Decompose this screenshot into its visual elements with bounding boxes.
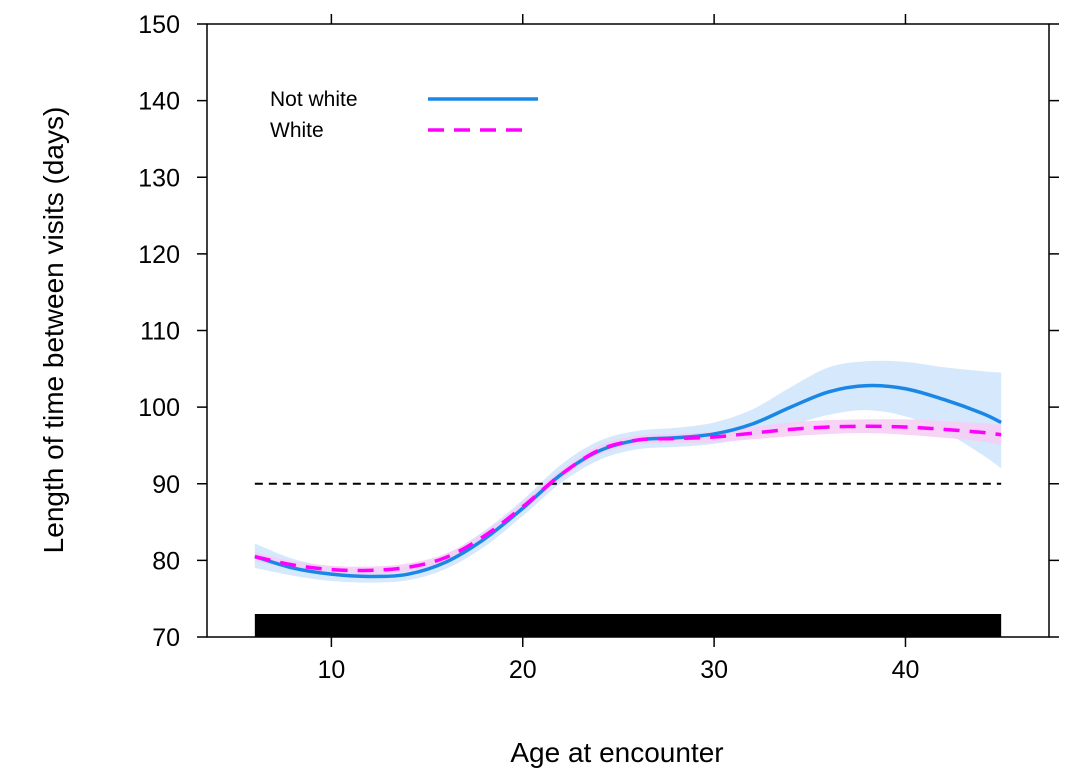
- legend-label-not-white: Not white: [270, 88, 358, 111]
- x-axis-title: Age at encounter: [510, 737, 723, 768]
- y-tick-label-150: 150: [138, 11, 180, 39]
- confidence-band-white: [254, 419, 1002, 575]
- confidence-band-not-white: [254, 360, 1002, 583]
- x-tick-label-30: 30: [700, 656, 728, 684]
- y-tick-label-100: 100: [138, 394, 180, 422]
- series-line-white: [254, 424, 1002, 573]
- y-tick-label-120: 120: [138, 241, 180, 269]
- rug-bar: [254, 614, 1002, 637]
- y-tick-label-130: 130: [138, 164, 180, 192]
- y-tick-label-80: 80: [152, 547, 180, 575]
- legend-label-white: White: [270, 119, 324, 142]
- x-tick-label-40: 40: [892, 656, 920, 684]
- axis-ticks: [197, 14, 1059, 647]
- x-tick-label-20: 20: [509, 656, 537, 684]
- y-tick-label-140: 140: [138, 88, 180, 116]
- rug-bar-group: [254, 614, 1002, 637]
- y-tick-label-90: 90: [152, 471, 180, 499]
- y-axis-title: Length of time between visits (days): [38, 107, 69, 554]
- y-tick-label-70: 70: [152, 624, 180, 652]
- x-tick-label-10: 10: [317, 656, 345, 684]
- y-tick-label-110: 110: [140, 318, 180, 346]
- axis-tick-labels: 10 20 30 40 70 80 90 100 110 120 130 140 150: [138, 11, 919, 684]
- confidence-bands: [254, 360, 1002, 583]
- legend: Not white White: [270, 88, 538, 142]
- axis-titles: Age at encounter Length of time between …: [38, 107, 724, 768]
- series-lines: [254, 383, 1002, 579]
